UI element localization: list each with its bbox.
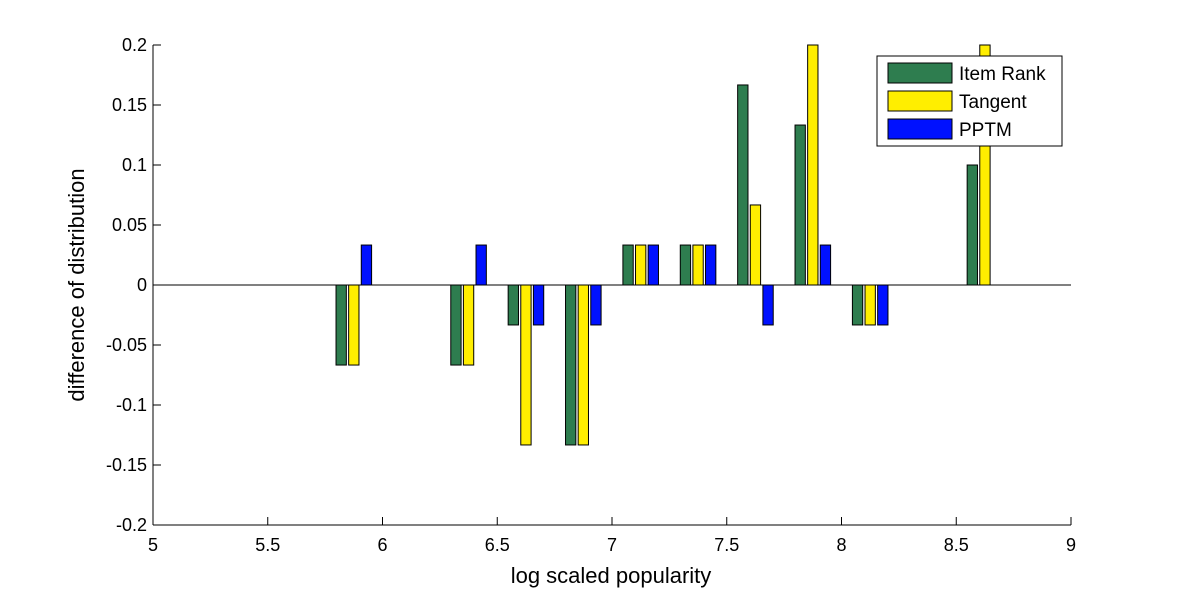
legend-label: Item Rank — [959, 64, 1046, 85]
bar-item-rank — [507, 284, 519, 326]
bar-item-rank — [794, 124, 806, 286]
x-tick-label: 5.5 — [255, 535, 280, 555]
bar-tangent — [635, 244, 647, 286]
legend-label: Tangent — [959, 92, 1027, 113]
bar-pptm — [877, 284, 889, 326]
bar-tangent — [462, 284, 475, 366]
bar-pptm — [590, 284, 602, 326]
bar-tangent — [864, 284, 876, 326]
x-tick-label: 6 — [377, 535, 387, 555]
x-tick-label: 6.5 — [485, 535, 510, 555]
bar-item-rank — [966, 164, 978, 286]
legend: Item Rank Tangent PPTM — [876, 55, 1063, 147]
bar-item-rank — [450, 284, 462, 366]
bar-tangent — [577, 284, 589, 446]
bar-item-rank — [335, 284, 347, 366]
x-axis-label: log scaled popularity — [511, 563, 712, 588]
legend-swatch-tangent — [887, 90, 953, 112]
x-tick-label: 8 — [836, 535, 846, 555]
bar-pptm — [360, 244, 373, 286]
y-tick-label: -0.15 — [106, 455, 147, 475]
x-tick-label: 8.5 — [944, 535, 969, 555]
bar-item-rank — [851, 284, 864, 326]
x-tick-label: 7 — [607, 535, 617, 555]
y-tick-label: -0.05 — [106, 335, 147, 355]
bar-tangent — [520, 284, 532, 446]
bar-item-rank — [622, 244, 634, 286]
y-tick-label: 0.2 — [122, 35, 147, 55]
y-axis-label: difference of distribution — [64, 168, 89, 401]
y-tick-label: -0.2 — [116, 515, 147, 535]
legend-swatch-pptm — [887, 118, 953, 140]
bar-pptm — [532, 284, 545, 326]
y-tick-label: 0.05 — [112, 215, 147, 235]
bar-pptm — [475, 244, 487, 286]
y-tick-label: 0.15 — [112, 95, 147, 115]
bar-item-rank — [679, 244, 692, 286]
legend-label: PPTM — [959, 120, 1012, 141]
bar-pptm — [647, 244, 659, 286]
bar-tangent — [692, 244, 704, 286]
bar-pptm — [762, 284, 774, 326]
bar-pptm — [705, 244, 717, 286]
bar-pptm — [819, 244, 832, 286]
x-tick-label: 5 — [148, 535, 158, 555]
x-tick-label: 7.5 — [714, 535, 739, 555]
bar-item-rank — [737, 84, 749, 286]
bar-tangent — [807, 44, 819, 286]
ticks-layer: 5 5.5 6 6.5 7 7.5 8 8.5 9 -0.2 -0.15 -0.1 -0.05 0 0.05… — [106, 35, 1076, 555]
x-tick-label: 9 — [1066, 535, 1076, 555]
bar-tangent — [348, 284, 360, 366]
y-tick-label: -0.1 — [116, 395, 147, 415]
y-tick-label: 0.1 — [122, 155, 147, 175]
legend-swatch-item-rank — [887, 62, 953, 84]
bar-tangent — [749, 204, 762, 286]
bar-item-rank — [565, 284, 577, 446]
y-tick-label: 0 — [137, 275, 147, 295]
